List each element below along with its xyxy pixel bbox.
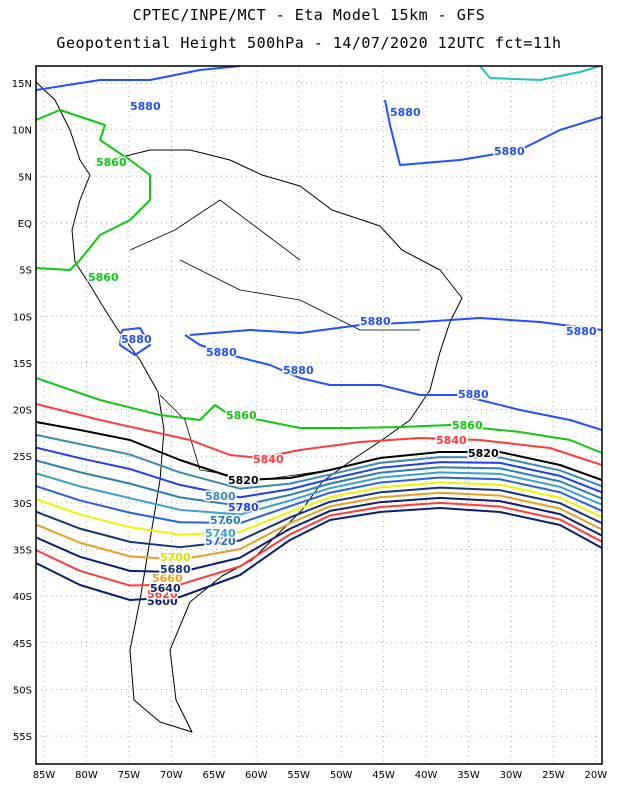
contour-5860 [36,377,602,454]
lat-label: EQ [18,219,32,230]
contour-label: 5840 [253,453,284,466]
contour-label: 5720 [205,535,236,548]
contour-label: 5880 [206,346,237,359]
lat-label: 10S [13,312,32,323]
title-line-1: CPTEC/INPE/MCT - Eta Model 15km - GFS [132,6,486,24]
contour-label: 5840 [436,434,467,447]
lon-label: 80W [75,770,98,781]
contour-label: 5860 [452,419,483,432]
contour-label: 5880 [283,364,314,377]
map-frame [35,65,603,765]
contour-5880 [184,334,602,431]
lat-label: 15N [12,79,32,90]
lon-label: 40W [415,770,438,781]
contour-5620 [36,501,602,587]
lat-label: 10N [12,126,32,137]
lon-label: 30W [500,770,523,781]
lat-label: 25S [13,452,32,463]
contour-label: 5880 [360,315,391,328]
contour-label: 5880 [458,388,489,401]
lat-label: 55S [13,732,32,743]
contour-5840 [36,403,602,466]
contour-label: 5600 [147,595,178,608]
border [129,199,301,261]
contour-5740 [36,471,602,516]
contour-5800 [36,433,602,490]
contour-label: 5860 [226,409,257,422]
lat-label: 5S [19,266,32,277]
border [179,259,420,331]
contour-label: 5640 [150,582,181,595]
contour-label: 5880 [130,100,161,113]
contour-label: 5880 [494,145,525,158]
contour-5720 [36,476,602,525]
lon-label: 20W [585,770,608,781]
contour-5820 [36,421,602,481]
lat-label: 50S [13,685,32,696]
border [159,394,331,481]
contour-label: 5780 [228,501,259,514]
lon-label: 85W [33,770,56,781]
contour-label: 5880 [566,325,597,338]
lon-label: 25W [542,770,565,781]
contour-top-right [479,66,601,81]
lat-label: 40S [13,592,32,603]
coastline [36,81,463,733]
lon-label: 50W [330,770,353,781]
contour-5880-closed [119,327,151,356]
contour-label: 5700 [160,551,191,564]
contour-label: 5660 [152,572,183,585]
contour-5880 [189,317,602,336]
contour-5760 [36,459,602,507]
lat-label: 35S [13,546,32,557]
contour-label: 5820 [228,474,259,487]
title-line-2: Geopotential Height 500hPa - 14/07/2020 … [56,34,562,52]
contour-label: 5740 [205,527,236,540]
lon-label: 45W [372,770,395,781]
contour-5600 [36,507,602,601]
contour-5880 [36,66,241,91]
lat-label: 5N [18,172,32,183]
lat-label: 15S [13,359,32,370]
contour-5780 [36,446,602,499]
contour-label: 5820 [468,447,499,460]
contour-label: 5860 [96,156,127,169]
contour-label: 5680 [160,563,191,576]
lon-label: 75W [118,770,141,781]
lon-label: 35W [457,770,480,781]
contour-5700 [36,481,602,536]
contour-5640 [36,496,602,574]
lon-label: 55W [287,770,310,781]
lat-label: 20S [13,406,32,417]
contour-label: 5880 [390,106,421,119]
contour-label: 5880 [121,333,152,346]
lat-label: 30S [13,499,32,510]
lon-label: 70W [160,770,183,781]
lon-label: 65W [202,770,225,781]
lon-label: 60W [245,770,268,781]
contour-label: 5620 [147,588,178,601]
contour-5660 [36,491,602,561]
contour-label: 5800 [205,490,236,503]
contour-5680 [36,486,602,549]
contour-5860 [36,109,151,271]
contour-label: 5760 [210,514,241,527]
lat-label: 45S [13,639,32,650]
contour-5880 [384,99,602,166]
contour-label: 5860 [88,271,119,284]
